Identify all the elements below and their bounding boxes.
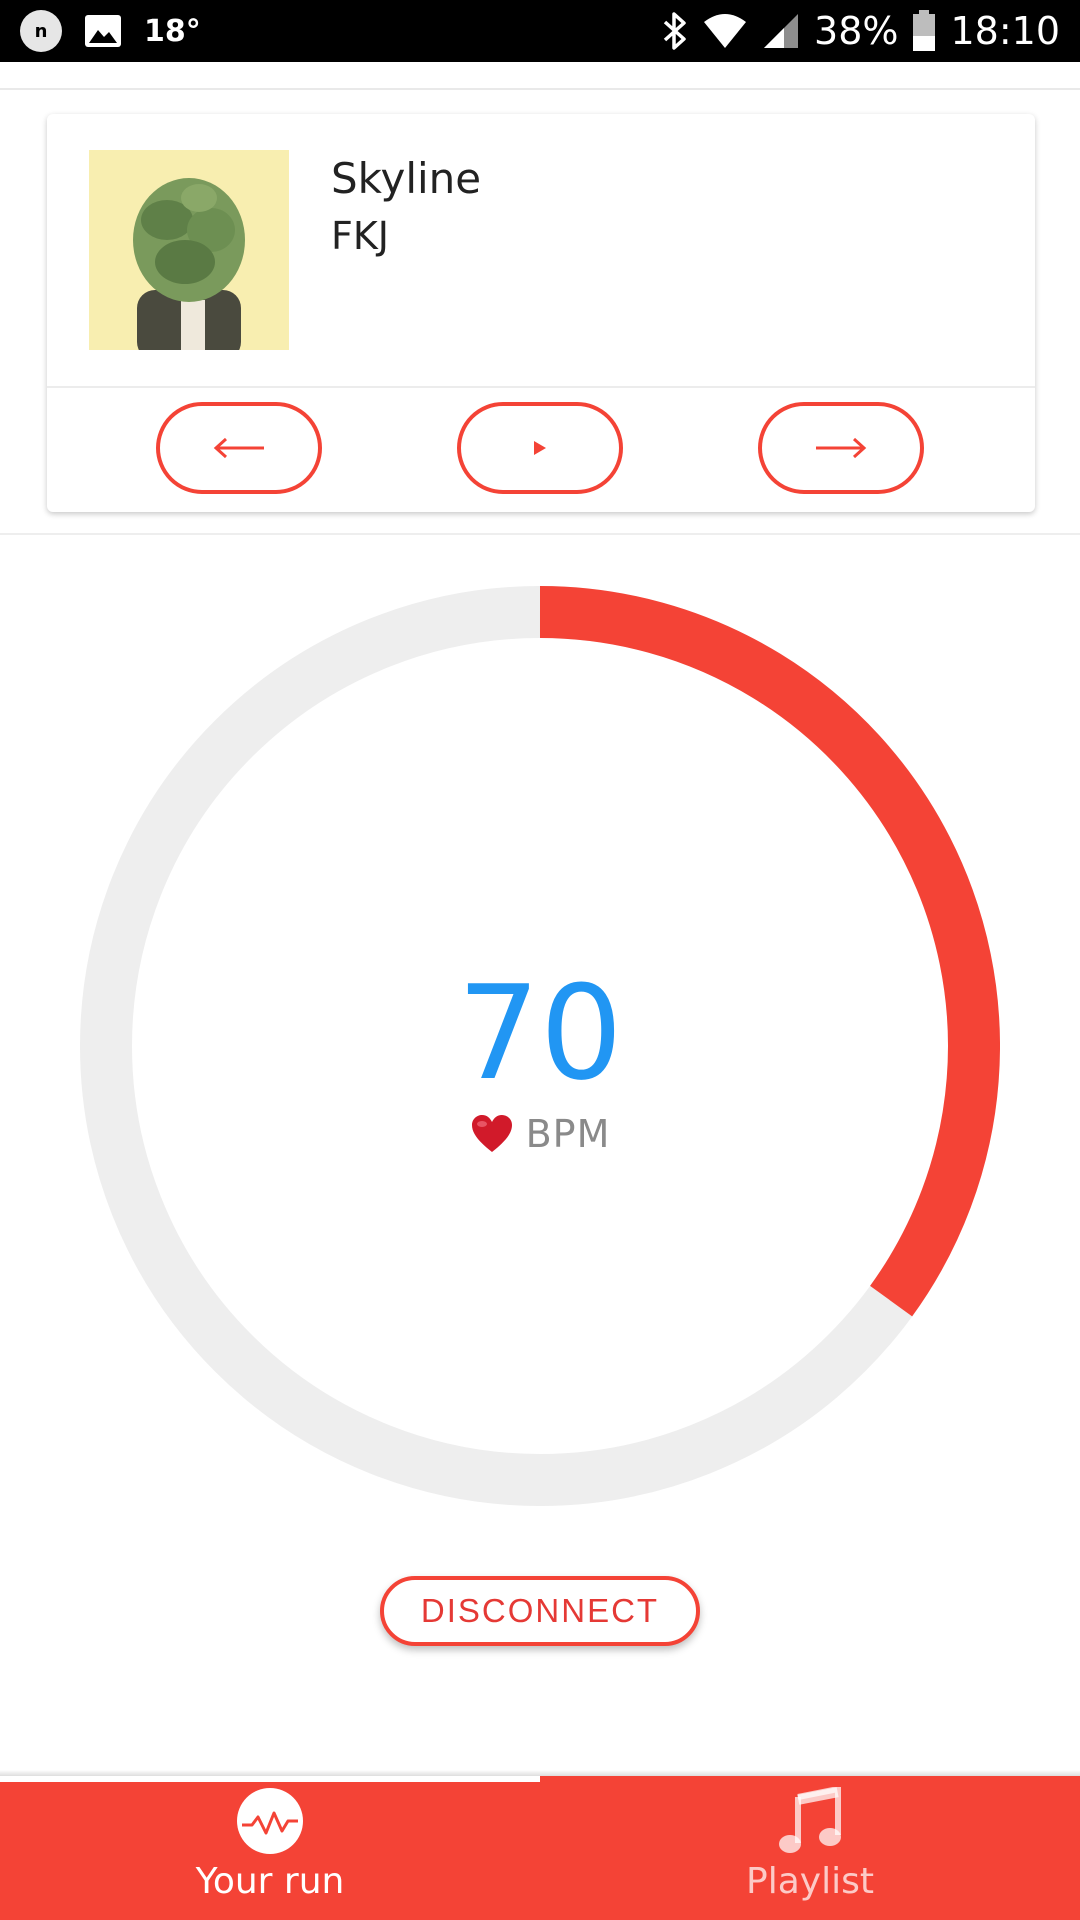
next-track-button[interactable] <box>758 402 924 494</box>
status-left: n 18° <box>20 10 201 52</box>
bpm-unit: BPM <box>525 1112 611 1156</box>
nav-item-your-run[interactable]: Your run <box>0 1776 540 1920</box>
heart-rate-gauge <box>80 586 1000 1506</box>
notification-icon: n <box>20 10 62 52</box>
section-divider <box>0 533 1080 535</box>
bpm-value: 70 <box>457 957 623 1109</box>
signal-icon <box>764 14 799 48</box>
card-divider <box>47 386 1035 388</box>
disconnect-button[interactable]: DISCONNECT <box>380 1576 700 1646</box>
previous-track-button[interactable] <box>156 402 322 494</box>
status-bar: n 18° 38% 18:10 <box>0 0 1080 62</box>
nav-label-playlist: Playlist <box>746 1861 874 1902</box>
music-note-icon <box>779 1787 841 1853</box>
play-icon <box>534 441 546 455</box>
song-title: Skyline <box>331 154 482 203</box>
status-temperature: 18° <box>144 13 201 49</box>
nav-label-your-run: Your run <box>195 1861 345 1902</box>
nav-active-indicator <box>0 1776 540 1782</box>
bluetooth-icon <box>663 12 686 50</box>
gauge-progress <box>539 586 1000 1317</box>
status-time: 18:10 <box>950 9 1060 53</box>
play-button[interactable] <box>457 402 623 494</box>
song-artist: FKJ <box>331 214 389 258</box>
arrow-right-icon <box>816 437 867 459</box>
bpm-row: BPM <box>0 1112 1080 1156</box>
battery-percentage: 38% <box>814 9 899 53</box>
heart-icon <box>471 1115 512 1152</box>
heartbeat-icon <box>237 1788 303 1854</box>
album-art <box>89 150 289 350</box>
header-divider <box>0 88 1080 90</box>
status-right: 38% 18:10 <box>662 9 1060 53</box>
battery-icon <box>913 10 936 51</box>
notification-letter: n <box>34 20 48 42</box>
wifi-icon <box>704 14 747 48</box>
nav-shadow <box>0 1770 1080 1778</box>
arrow-left-icon <box>213 437 264 459</box>
image-icon <box>85 15 121 47</box>
bottom-nav: Your run Playlist <box>0 1776 1080 1920</box>
now-playing-card: Skyline FKJ <box>47 114 1035 512</box>
nav-item-playlist[interactable]: Playlist <box>540 1776 1080 1920</box>
